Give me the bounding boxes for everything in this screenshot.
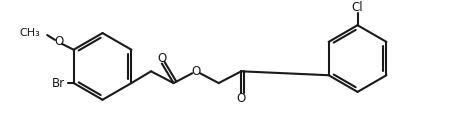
Text: Br: Br bbox=[51, 77, 64, 90]
Text: O: O bbox=[236, 92, 245, 105]
Text: O: O bbox=[54, 35, 63, 48]
Text: Cl: Cl bbox=[351, 1, 363, 14]
Text: O: O bbox=[157, 52, 166, 65]
Text: O: O bbox=[191, 65, 200, 78]
Text: CH₃: CH₃ bbox=[19, 28, 40, 38]
